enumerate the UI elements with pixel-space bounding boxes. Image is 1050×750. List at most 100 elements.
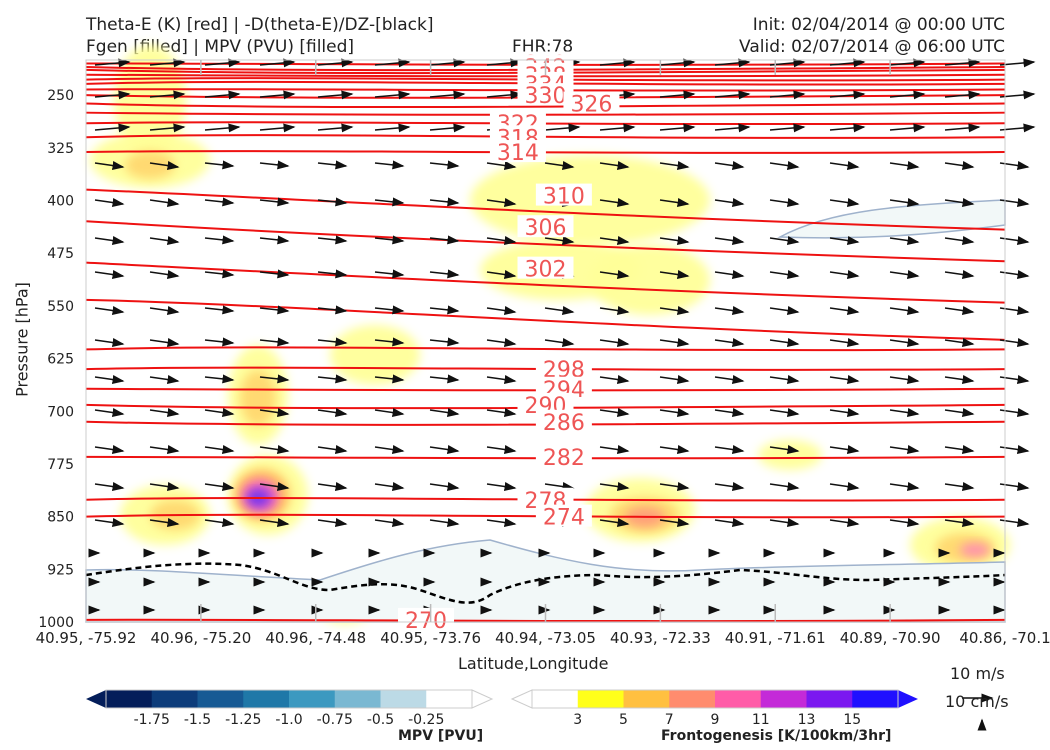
wind-arrow-1-12	[769, 90, 806, 100]
wind-arrow-3-11	[714, 161, 745, 170]
wind-arrow-3-13	[829, 161, 860, 170]
wind-arrow-4-3	[259, 197, 290, 207]
wind-arrow-1-3	[259, 90, 296, 100]
wind-arrow-4-11	[714, 198, 745, 207]
wind-arrow-3-3	[259, 160, 290, 170]
wind-arrow-2-1	[149, 123, 186, 133]
wind-arrow-5-4	[317, 235, 348, 245]
wind-arrow-12-1	[149, 482, 180, 491]
theta-e-line-20	[85, 403, 1006, 410]
wind-arrow-1-13	[829, 90, 866, 100]
theta-e-label-bg-4	[517, 83, 574, 106]
wind-arrow-8-3	[259, 337, 290, 347]
theta-e-label-bg-8	[489, 140, 546, 163]
wind-arrow-3-8	[544, 161, 575, 170]
wind-arrow-7-16	[999, 306, 1030, 315]
wind-arrow-1-2	[204, 90, 241, 100]
fgen-colorbar-seg-0	[532, 690, 579, 708]
wind-arrow-10-0	[94, 408, 125, 417]
wind-arrow-5-12	[769, 236, 800, 245]
wind-arrow-6-14	[889, 270, 920, 279]
wind-arrow-6-16	[999, 270, 1030, 279]
theta-e-label-bg-5	[563, 91, 620, 114]
wind-arrow-11-4	[317, 445, 348, 454]
y-tick-label-475: 475	[47, 246, 74, 262]
wind-arrow-6-0	[94, 270, 125, 279]
wind-arrow-13-15	[944, 518, 975, 527]
y-tick-label-400: 400	[47, 194, 74, 210]
wind-arrow-9-15	[944, 375, 975, 384]
wind-arrow-5-6	[429, 235, 460, 245]
wind-arrow-2-10	[659, 123, 696, 133]
theta-e-label-11: 302	[525, 258, 567, 283]
fgen-fill-5	[590, 245, 710, 315]
theta-e-line-24	[85, 513, 1006, 519]
theta-e-label-bg-14	[517, 392, 574, 415]
wind-arrow-10-6	[429, 408, 460, 417]
wind-arrow-10-3	[259, 408, 290, 417]
wind-arrow-6-1	[149, 270, 180, 279]
wind-arrow-11-16	[999, 445, 1030, 454]
theta-e-label-16: 282	[543, 446, 585, 471]
wind-arrow-9-0	[94, 375, 125, 384]
theta-e-label-19: 270	[405, 609, 447, 634]
wind-arrow-6-4	[317, 269, 348, 279]
wind-arrow-13-7	[486, 518, 517, 527]
wind-arrow-7-14	[889, 306, 920, 315]
wind-arrow-1-7	[486, 90, 523, 100]
fgen-fill-8	[240, 370, 276, 426]
wind-arrow-9-2	[204, 374, 235, 384]
wind-arrow-4-13	[829, 198, 860, 207]
wind-arrow-8-15	[944, 338, 975, 347]
wind-arrow-7-7	[486, 306, 517, 315]
wind-arrow-3-1	[149, 161, 180, 170]
fgen-colorbar-label: Frontogenesis [K/100km/3hr]	[661, 728, 892, 744]
wind-arrow-11-0	[94, 445, 125, 454]
wind-arrow-13-9	[599, 518, 630, 527]
theta-e-line-11	[85, 134, 1006, 139]
wind-arrow-7-3	[259, 305, 290, 315]
wind-arrow-3-10	[659, 161, 690, 170]
wind-arrow-0-15	[944, 58, 981, 68]
wind-arrow-5-3	[259, 235, 290, 245]
wind-arrow-10-4	[317, 408, 348, 417]
fgen-colorbar-frame	[531, 689, 899, 709]
fgen-fill-17	[960, 543, 990, 557]
wind-arrow-0-1	[149, 58, 186, 68]
wind-arrow-9-13	[829, 375, 860, 384]
wind-arrow-8-8	[544, 338, 575, 347]
wind-arrow-5-11	[714, 236, 745, 245]
wind-arrow-6-11	[714, 270, 745, 279]
theta-e-label-15: 286	[543, 411, 585, 436]
wind-arrow-5-14	[889, 236, 920, 245]
wind-arrow-0-4	[317, 58, 354, 68]
wind-arrow-8-14	[889, 338, 920, 347]
wind-arrow-2-16	[999, 123, 1036, 133]
y-tick-label-850: 850	[47, 510, 74, 526]
wind-arrow-10-11	[714, 408, 745, 417]
wind-arrow-1-6	[429, 90, 466, 100]
wind-arrow-0-11	[714, 58, 751, 68]
wind-arrow-3-5	[374, 160, 405, 170]
wind-arrow-12-11	[714, 482, 745, 491]
theta-e-label-bg-16	[535, 444, 592, 467]
wind-arrow-6-2	[204, 269, 235, 279]
wind-arrow-9-16	[999, 375, 1030, 384]
x-tick-label-3: 40.95, -73.76	[380, 629, 481, 647]
mpv-colorbar-seg-3	[243, 690, 290, 708]
theta-e-line-10	[85, 121, 1006, 126]
wind-arrow-3-2	[204, 160, 235, 170]
wind-arrow-5-9	[599, 236, 630, 245]
mpv-colorbar-tick-2: -1.25	[225, 712, 261, 728]
wind-arrow-0-3	[259, 58, 296, 68]
wind-arrow-4-0	[94, 198, 125, 207]
x-tick-label-2: 40.96, -74.48	[265, 629, 366, 647]
theta-e-label-18: 274	[543, 506, 585, 531]
wind-arrow-7-5	[374, 305, 405, 315]
wind-arrow-12-4	[317, 482, 348, 491]
fgen-colorbar-seg-1	[577, 690, 624, 708]
wind-arrow-13-0	[94, 518, 125, 527]
wind-arrow-9-6	[429, 374, 460, 384]
x-tick-label-1: 40.96, -75.20	[150, 629, 251, 647]
